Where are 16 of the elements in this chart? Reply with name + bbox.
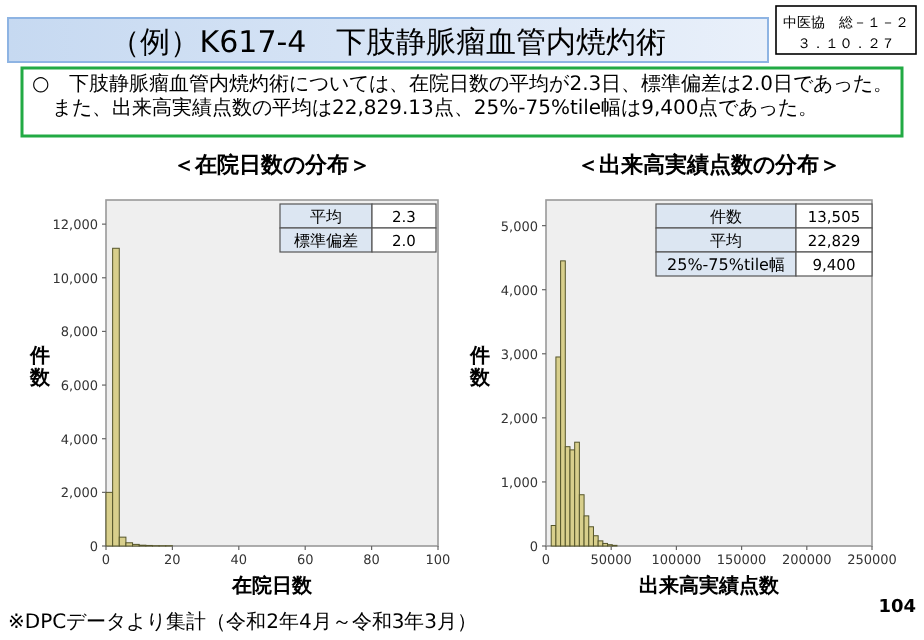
annotation: 平均 xyxy=(310,208,342,226)
text: 104 xyxy=(878,598,916,618)
y-axis-title: 件数 xyxy=(28,344,52,390)
text: 件数 xyxy=(468,344,492,390)
annotation: 平均 xyxy=(710,232,742,250)
chart-title: ＜在院日数の分布＞ xyxy=(173,152,371,178)
chart-title: ＜出来高実績点数の分布＞ xyxy=(577,152,841,178)
text: （例）K617-4 下肢静脈瘤血管内焼灼術 xyxy=(109,24,667,60)
text: また、出来高実績点数の平均は22,829.13点、25%-75%tile幅は9,400点であった。 xyxy=(50,98,821,122)
x-axis-title: 在院日数 xyxy=(230,574,314,598)
text: ※DPCデータより集計（令和2年4月～令和3年3月） xyxy=(8,610,478,634)
text: ○ 下肢静脈瘤血管内焼灼術については、在院日数の平均が2.3日、標準偏差は2.0日であった。 xyxy=(32,74,896,97)
annotation: 25%-75%tile幅 xyxy=(667,256,785,274)
annotation: 標準偏差 xyxy=(294,232,358,250)
y-axis-title: 件数 xyxy=(710,208,742,226)
x-axis-title: 出来高実績点数 xyxy=(639,574,781,598)
